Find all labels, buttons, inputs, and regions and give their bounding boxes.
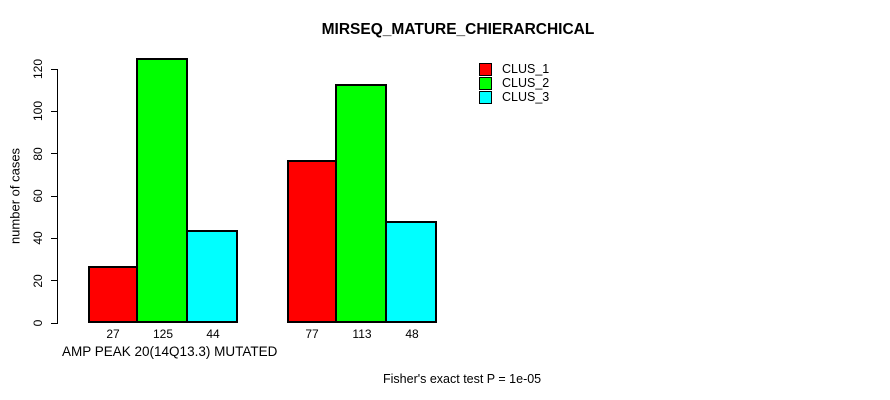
y-tick-label: 120 — [31, 58, 45, 80]
y-tick-label: 60 — [31, 189, 45, 203]
bar-value-label: 44 — [206, 327, 220, 341]
x-axis-title: AMP PEAK 20(14Q13.3) MUTATED — [62, 344, 278, 359]
legend-swatch-icon — [479, 76, 492, 90]
y-tick-mark — [51, 153, 57, 155]
y-tick-mark — [51, 110, 57, 112]
legend-swatch-icon — [479, 90, 492, 104]
y-tick-mark — [51, 68, 57, 70]
legend-label: CLUS_2 — [502, 76, 550, 90]
y-tick-label: 100 — [31, 101, 45, 122]
legend-row-clus_3: CLUS_3 — [479, 90, 549, 104]
legend-row-clus_2: CLUS_2 — [479, 76, 549, 90]
y-tick-mark — [51, 237, 57, 239]
bar-value-label: 113 — [352, 327, 372, 341]
bar-clus_1-group1 — [88, 266, 138, 323]
footnote-pvalue: Fisher's exact test P = 1e-05 — [383, 372, 542, 386]
legend-swatch-icon — [479, 62, 492, 76]
bar-clus_2-group2 — [335, 84, 387, 323]
bar-value-label: 48 — [405, 327, 419, 341]
y-tick-label: 40 — [31, 231, 45, 246]
bar-clus_3-group2 — [385, 221, 437, 323]
legend: CLUS_1 CLUS_2 CLUS_3 — [479, 62, 549, 104]
bar-clus_1-group2 — [287, 160, 337, 323]
y-tick-label: 80 — [31, 146, 45, 161]
legend-row-clus_1: CLUS_1 — [479, 62, 549, 76]
y-axis-line — [57, 69, 58, 324]
bar-clus_2-group1 — [136, 58, 188, 323]
y-axis-title: number of cases — [7, 147, 23, 245]
y-tick-label: 0 — [31, 319, 45, 327]
chart-title: MIRSEQ_MATURE_CHIERARCHICAL — [321, 21, 595, 38]
legend-label: CLUS_1 — [502, 62, 550, 76]
y-tick-mark — [51, 195, 57, 197]
bar-value-label: 77 — [305, 327, 319, 341]
y-tick-mark — [51, 280, 57, 282]
y-tick-mark — [51, 322, 57, 324]
legend-label: CLUS_3 — [502, 90, 550, 104]
y-tick-label: 20 — [31, 273, 45, 288]
bar-value-label: 125 — [152, 327, 174, 341]
bar-value-label: 27 — [106, 327, 120, 341]
bar-clus_3-group1 — [186, 230, 238, 323]
